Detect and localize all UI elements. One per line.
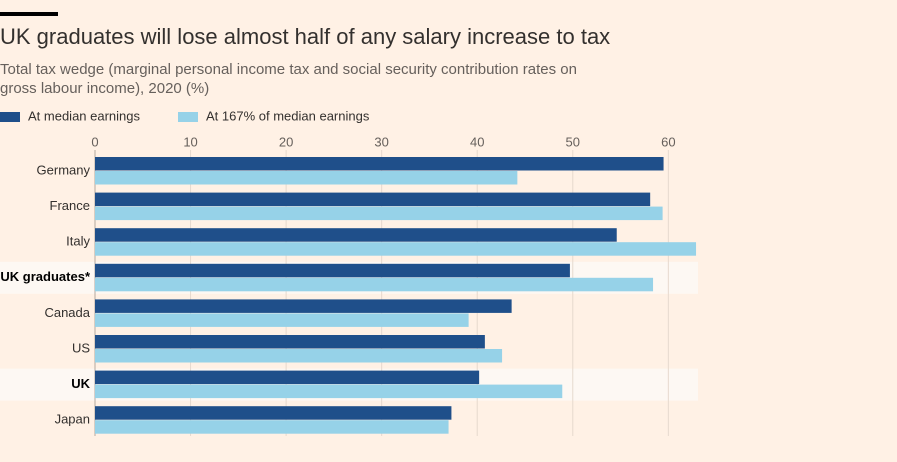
x-tick-label: 50 (566, 134, 580, 149)
y-tick-label: Germany (37, 162, 91, 177)
bar (95, 171, 518, 185)
legend-swatch (0, 112, 20, 122)
bar (95, 157, 664, 171)
subtitle: Total tax wedge (marginal personal incom… (0, 61, 577, 78)
bar (95, 228, 617, 242)
bar (95, 349, 503, 363)
legend-label: At median earnings (28, 108, 141, 123)
y-tick-label: Italy (66, 234, 90, 249)
x-tick-label: 40 (470, 134, 484, 149)
x-tick-label: 20 (279, 134, 293, 149)
legend-label: At 167% of median earnings (206, 108, 370, 123)
bar (95, 406, 452, 420)
bar (95, 263, 570, 278)
bar (95, 313, 469, 327)
chart-title: UK graduates will lose almost half of an… (0, 24, 610, 49)
bar (95, 242, 697, 256)
bar (95, 299, 512, 313)
legend-swatch (178, 112, 198, 122)
y-tick-label: Canada (44, 305, 90, 320)
bar (95, 384, 563, 399)
bar (95, 420, 449, 434)
y-tick-label: UK graduates* (0, 269, 91, 284)
bar (95, 206, 663, 221)
subtitle: gross labour income), 2020 (%) (0, 80, 209, 97)
y-tick-label: France (50, 198, 90, 213)
x-tick-label: 10 (183, 134, 197, 149)
x-tick-label: 30 (374, 134, 388, 149)
bar (95, 370, 480, 385)
x-tick-label: 60 (661, 134, 675, 149)
x-tick-label: 0 (91, 134, 98, 149)
y-tick-label: UK (71, 376, 90, 391)
bar (95, 335, 485, 349)
bar (95, 277, 654, 292)
y-tick-label: US (72, 340, 90, 355)
title-rule (0, 12, 58, 16)
bar (95, 192, 651, 207)
y-tick-label: Japan (55, 412, 90, 427)
